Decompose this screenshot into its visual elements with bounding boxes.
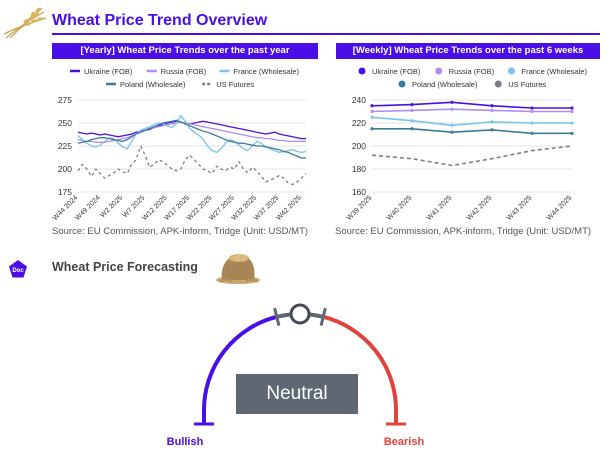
legend-russia-fob: Russia (FOB) — [435, 67, 495, 76]
data-point — [410, 108, 414, 112]
legend-ukraine-fob: Ukraine (FOB) — [358, 67, 421, 76]
data-point — [490, 104, 494, 108]
legend-russia-fob: Russia (FOB) — [146, 67, 207, 76]
bullish-label: Bullish — [166, 436, 204, 448]
x-tick-label: W41 2025 — [426, 194, 454, 222]
series-line-russia-fob — [371, 108, 572, 113]
series-line-ukraine-fob — [371, 101, 572, 109]
x-tick-label: W42 2025 — [466, 194, 494, 222]
data-point — [410, 127, 414, 131]
data-point — [410, 119, 414, 123]
data-point — [450, 100, 454, 104]
legend-us-futures: US Futures — [494, 80, 546, 89]
weekly-chart-title: [Weekly] Wheat Price Trends over the pas… — [336, 43, 600, 59]
bearish-tick — [367, 341, 384, 361]
neutral-boundary-left — [273, 307, 281, 326]
legend-label: Ukraine (FOB) — [84, 67, 133, 76]
y-tick-label: 160 — [352, 187, 366, 197]
legend-poland-wholesale: Poland (Wholesale) — [106, 80, 186, 89]
y-tick-label: 180 — [352, 164, 366, 174]
y-tick-label: 220 — [352, 118, 366, 128]
data-point — [370, 115, 374, 119]
data-point — [450, 130, 454, 134]
yearly-price-chart: Ukraine (FOB) Russia (FOB) France (Wholesa… — [52, 67, 307, 222]
series-line-poland-wholesale — [372, 128, 572, 135]
legend-swatch — [494, 80, 502, 88]
legend-swatch — [508, 67, 515, 75]
series-line-france-wholesale — [371, 116, 572, 127]
series-line-france-wholesale — [77, 114, 307, 154]
bullish-tick — [216, 341, 233, 361]
weekly-price-chart: Ukraine (FOB) Russia (FOB) France (Wholesa… — [346, 67, 588, 222]
legend-label: Russia (FOB) — [449, 67, 495, 76]
x-tick-label: W39 2025 — [346, 194, 374, 222]
yearly-chart-title: [Yearly] Wheat Price Trends over the pas… — [52, 43, 318, 59]
data-point — [490, 108, 494, 112]
weekly-source-note: Source: EU Commission, APK-inform, Tridg… — [335, 226, 592, 237]
legend-label: US Futures — [216, 80, 254, 89]
title-divider — [52, 33, 600, 35]
data-point — [450, 123, 454, 127]
bearish-label: Bearish — [383, 436, 425, 448]
legend-label: Russia (FOB) — [161, 67, 207, 76]
data-point — [570, 121, 574, 125]
forecast-status-box: Neutral — [236, 374, 358, 414]
legend-france-wholesale: France (Wholesale) — [219, 67, 300, 76]
data-point — [450, 107, 454, 111]
data-point — [570, 109, 574, 114]
series-line-us-futures — [371, 145, 573, 167]
y-tick-label: 200 — [58, 164, 72, 174]
y-tick-label: 275 — [58, 95, 72, 105]
data-point — [530, 109, 534, 114]
y-tick-label: 200 — [352, 141, 366, 151]
legend-swatch — [358, 67, 366, 75]
y-tick-label: 240 — [352, 95, 366, 105]
legend-label: France (Wholesale) — [522, 67, 588, 76]
y-tick-label: 250 — [58, 118, 72, 128]
y-tick-label: 175 — [58, 187, 72, 197]
data-point — [370, 104, 374, 108]
data-point — [570, 131, 574, 135]
x-tick-label: W43 2025 — [506, 194, 534, 222]
forecast-title: Wheat Price Forecasting — [52, 260, 198, 274]
legend-label: France (Wholesale) — [234, 67, 300, 76]
y-tick-label: 225 — [58, 141, 72, 151]
data-point — [530, 121, 534, 125]
legend-us-futures: US Futures — [202, 80, 254, 89]
wheat-sack-image — [214, 250, 262, 284]
legend-swatch — [435, 67, 443, 75]
yearly-source-note: Source: EU Commission, APK-inform, Tridg… — [52, 226, 309, 237]
doc-badge: Doc — [8, 259, 28, 279]
data-point — [370, 109, 374, 114]
doc-badge-label: Doc — [12, 268, 24, 274]
x-tick-label: W44 2025 — [546, 194, 574, 222]
legend-ukraine-fob: Ukraine (FOB) — [70, 67, 133, 76]
legend-label: Poland (Wholesale) — [412, 80, 478, 89]
gauge-indicator — [289, 303, 311, 325]
data-point — [410, 103, 414, 107]
legend-label: Poland (Wholesale) — [120, 80, 186, 89]
data-point — [570, 106, 574, 110]
series-line-poland-wholesale — [77, 119, 306, 159]
legend-label: Ukraine (FOB) — [372, 67, 421, 76]
series-line-us-futures — [77, 145, 307, 186]
data-point — [490, 120, 494, 124]
legend-label: US Futures — [508, 80, 546, 89]
data-point — [490, 128, 494, 132]
neutral-boundary-right — [319, 307, 327, 326]
forecast-gauge — [194, 303, 406, 426]
legend-france-wholesale: France (Wholesale) — [508, 67, 587, 76]
data-point — [370, 127, 374, 131]
page-title: Wheat Price Trend Overview — [52, 12, 268, 29]
data-point — [530, 106, 534, 110]
legend-swatch — [398, 80, 406, 88]
wheat-logo — [2, 6, 48, 40]
x-tick-label: W2 2025 — [99, 194, 124, 219]
legend-poland-wholesale: Poland (Wholesale) — [398, 80, 478, 89]
forecast-status: Neutral — [266, 383, 328, 404]
x-tick-label: W40 2025 — [386, 194, 414, 222]
data-point — [530, 131, 534, 135]
series-line-ukraine-fob — [77, 120, 306, 140]
